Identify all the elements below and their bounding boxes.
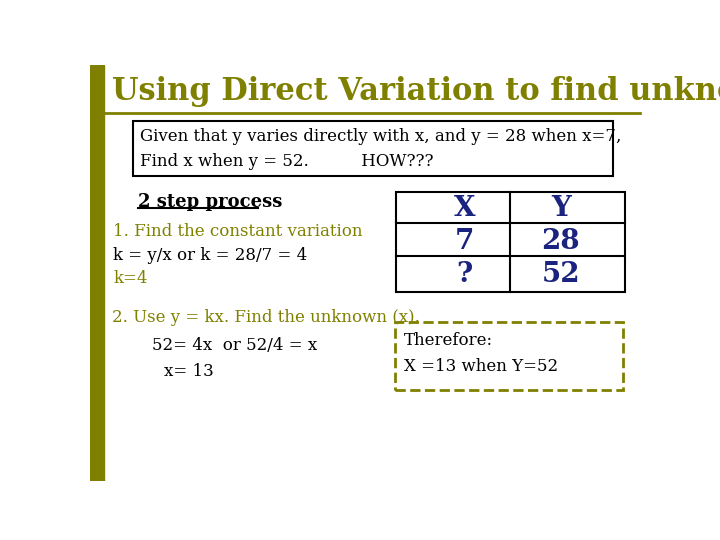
Text: 2. Use y = kx. Find the unknown (x).: 2. Use y = kx. Find the unknown (x). bbox=[112, 309, 420, 326]
Text: X: X bbox=[454, 195, 475, 222]
Text: 1. Find the constant variation: 1. Find the constant variation bbox=[113, 224, 363, 240]
Text: Therefore:: Therefore: bbox=[404, 332, 493, 349]
Text: 2 step process: 2 step process bbox=[138, 193, 282, 211]
Text: k=4: k=4 bbox=[113, 271, 148, 287]
Bar bbox=[396, 192, 625, 292]
Text: 52= 4x  or 52/4 = x: 52= 4x or 52/4 = x bbox=[152, 338, 318, 354]
Text: ?: ? bbox=[456, 261, 473, 288]
Text: Y: Y bbox=[551, 195, 571, 222]
Text: Find x when y = 52.          HOW???: Find x when y = 52. HOW??? bbox=[140, 152, 434, 170]
Text: k = y/x or k = 28/7 = 4: k = y/x or k = 28/7 = 4 bbox=[113, 247, 307, 264]
Text: 7: 7 bbox=[455, 228, 474, 255]
Text: Using Direct Variation to find unknowns (y = kx): Using Direct Variation to find unknowns … bbox=[112, 76, 720, 107]
Text: X =13 when Y=52: X =13 when Y=52 bbox=[404, 358, 558, 375]
Bar bbox=[90, 65, 104, 481]
Text: Given that y varies directly with x, and y = 28 when x=7,: Given that y varies directly with x, and… bbox=[140, 128, 622, 145]
Bar bbox=[132, 121, 613, 177]
Text: 28: 28 bbox=[541, 228, 580, 255]
Bar bbox=[395, 322, 624, 390]
Text: 52: 52 bbox=[541, 261, 580, 288]
Text: x= 13: x= 13 bbox=[163, 363, 213, 380]
